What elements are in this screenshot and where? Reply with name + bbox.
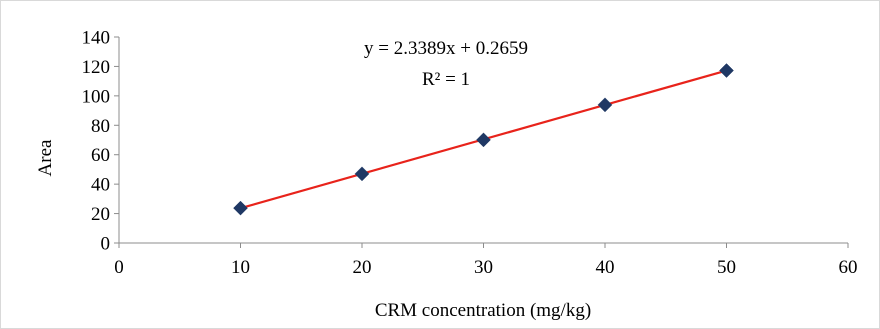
data-point-marker <box>719 63 734 78</box>
y-tick-label: 60 <box>91 145 110 166</box>
y-tick-label: 0 <box>101 234 111 255</box>
data-point-marker <box>597 97 613 113</box>
y-ticks: 0 20 40 60 80 100 120 140 <box>82 28 119 255</box>
data-point-marker <box>233 200 248 216</box>
data-point-marker <box>476 132 491 148</box>
trendline-equation: y = 2.3389x + 0.2659 <box>364 38 528 59</box>
x-tick-label: 40 <box>596 257 615 278</box>
data-points <box>233 63 734 216</box>
r-squared-label: R² = 1 <box>422 69 470 90</box>
x-ticks: 0 10 20 30 40 50 60 <box>114 243 858 278</box>
x-tick-label: 30 <box>474 257 493 278</box>
x-tick-label: 10 <box>231 257 250 278</box>
y-tick-label: 120 <box>82 57 111 78</box>
x-tick-label: 20 <box>353 257 372 278</box>
y-tick-label: 20 <box>91 204 110 225</box>
data-point-marker <box>354 166 370 182</box>
y-axis-title: Area <box>35 139 56 176</box>
x-axis-title: CRM concentration (mg/kg) <box>375 300 591 321</box>
y-tick-label: 140 <box>82 28 111 49</box>
x-tick-label: 60 <box>839 257 858 278</box>
x-tick-label: 50 <box>717 257 736 278</box>
x-tick-label: 0 <box>114 257 124 278</box>
y-tick-label: 80 <box>91 116 110 137</box>
y-tick-label: 40 <box>91 175 110 196</box>
y-tick-label: 100 <box>82 86 111 107</box>
